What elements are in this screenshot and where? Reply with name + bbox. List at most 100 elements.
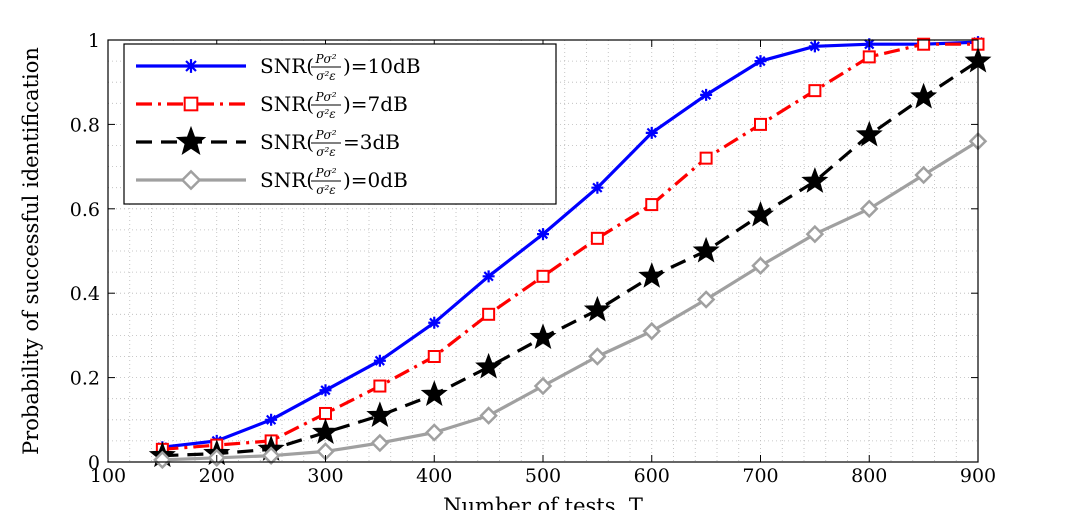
x-tick-label: 800 [851,465,887,487]
x-tick-label: 700 [742,465,778,487]
series-3 [153,132,988,470]
data-point [373,354,386,367]
series-2 [148,46,992,468]
data-point [591,181,604,194]
data-point [533,376,553,396]
data-point [917,37,931,51]
y-tick-label: 0.6 [70,199,100,221]
data-point [808,84,822,98]
data-point [319,384,332,397]
data-point [370,433,390,453]
data-point [808,40,821,53]
legend-marker [180,169,202,191]
legend-label-prefix: SNR( [260,54,314,78]
data-point [638,262,666,288]
data-point [914,165,933,185]
x-tick-label: 400 [416,465,452,487]
series-line [162,59,979,458]
data-point [910,82,938,109]
data-point [588,347,607,366]
series-line [162,139,979,462]
legend-label-suffix: =3dB [343,130,400,154]
legend-label-prefix: SNR( [260,92,314,116]
data-point [859,199,879,219]
legend-label-prefix: SNR( [260,168,314,192]
data-point [482,270,495,283]
data-point [265,413,278,426]
x-tick-label: 900 [960,465,996,487]
data-point [699,151,713,165]
series-group [148,36,992,470]
y-tick-label: 0 [88,452,100,474]
y-tick-label: 0.8 [70,114,100,136]
legend-label-suffix: )=10dB [343,54,421,78]
data-point [424,423,444,442]
legend-marker [175,125,207,156]
data-point [428,316,441,329]
x-axis-title: Number of tests, T [443,494,643,510]
legend-fraction-denominator: σ²ε [316,183,335,197]
x-tick-label: 300 [307,465,343,487]
series-line [162,42,978,451]
data-point [645,198,659,212]
data-point [747,200,774,227]
x-tick-label: 500 [525,465,561,487]
legend-marker [183,96,199,112]
data-point [373,379,387,393]
x-tick-label: 600 [634,465,670,487]
data-point [751,256,770,276]
series-line [162,40,979,449]
y-tick-label: 0.4 [70,283,100,305]
legend-fraction-denominator: σ²ε [316,107,335,121]
legend-fraction-denominator: σ²ε [316,145,335,159]
data-point [475,352,503,379]
legend-fraction-numerator: Pσ² [314,90,336,104]
legend-label-suffix: )=0dB [343,168,408,192]
data-point [754,55,767,68]
data-point [479,406,498,425]
legend-item: SNR(Pσ² σ²ε )=10dB [136,52,421,83]
legend-marker [184,59,198,73]
data-point [529,323,557,349]
x-tick-label: 200 [199,465,235,487]
x-tick-label: 100 [90,465,126,487]
data-point [366,401,394,428]
legend-label-suffix: )=7dB [343,92,408,116]
data-point [153,450,172,470]
legend-fraction-denominator: σ²ε [316,69,335,83]
data-point [692,236,720,263]
y-axis-title: Probability of successful identification [19,47,43,455]
data-point [862,50,876,64]
legend-fraction-numerator: Pσ² [314,52,336,66]
y-tick-label: 0.2 [70,368,100,390]
legend: SNR(Pσ²σ²ε)=10dBSNR(Pσ²σ²ε)=7dBSNR(Pσ²σ²… [123,43,557,205]
data-point [536,269,550,283]
legend-item: SNR(Pσ² σ²ε )=7dB [136,90,408,121]
data-point [590,231,604,245]
data-point [700,88,713,101]
data-point [312,418,339,444]
data-point [801,167,829,193]
data-point [319,406,332,420]
data-point [261,446,281,465]
data-point [420,380,448,406]
data-point [696,290,716,309]
data-point [754,117,767,131]
data-point [537,228,549,241]
legend-item: SNR(Pσ² σ²ε )=0dB [136,166,408,197]
y-tick-label: 1 [88,30,100,52]
data-point [855,120,883,147]
data-point [805,224,825,244]
axis-ticks: 100 200 300 400 500 600 700 800 900 0 0.2 0.4 0.6 0.8… [70,30,996,487]
legend-fraction-numerator: Pσ² [314,166,336,180]
data-point [427,350,441,363]
legend-item: SNR(Pσ² σ²ε =3dB [136,125,400,159]
legend-label-prefix: SNR( [260,130,314,154]
data-point [642,321,662,341]
data-point [482,307,496,321]
data-point [645,126,658,139]
data-point [583,295,611,322]
legend-fraction-numerator: Pσ² [314,128,336,142]
